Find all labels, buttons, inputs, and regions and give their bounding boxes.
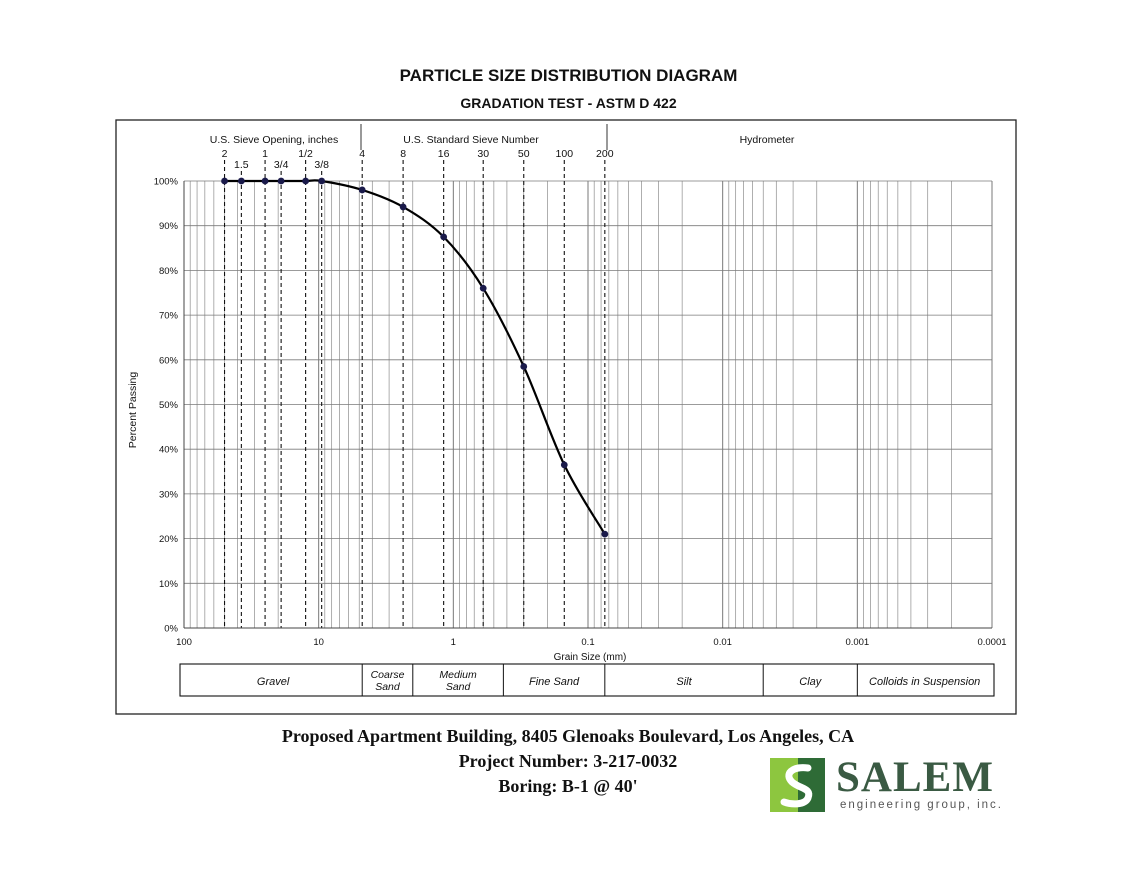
- x-tick-label: 0.01: [713, 637, 732, 648]
- logo-tagline: engineering group, inc.: [840, 799, 1003, 811]
- y-tick-label: 40%: [159, 445, 179, 456]
- data-point: [318, 177, 326, 185]
- sieve-opening-label: 1.5: [234, 159, 249, 171]
- data-point: [601, 530, 609, 538]
- x-tick-label: 10: [313, 637, 324, 648]
- data-point: [399, 203, 407, 211]
- sieve-opening-label: 3/4: [274, 159, 289, 171]
- soil-class-label: Gravel: [257, 676, 290, 688]
- data-point: [302, 177, 310, 185]
- chart-frame: [115, 119, 1017, 715]
- sieve-number-header: U.S. Standard Sieve Number: [403, 134, 539, 146]
- hydrometer-header: Hydrometer: [740, 134, 795, 146]
- sieve-markers: U.S. Sieve Opening, inches U.S. Standard …: [210, 124, 795, 628]
- x-tick-label: 0.0001: [977, 637, 1006, 648]
- y-tick-label: 70%: [159, 311, 179, 322]
- data-point: [520, 363, 528, 370]
- chart-subtitle: GRADATION TEST - ASTM D 422: [460, 95, 677, 111]
- sieve-opening-header: U.S. Sieve Opening, inches: [210, 134, 338, 146]
- data-point: [479, 284, 487, 292]
- soil-class-label: Silt: [676, 676, 692, 688]
- sieve-number-label: 30: [477, 148, 489, 160]
- x-tick-label: 0.1: [581, 637, 594, 648]
- data-series: [221, 177, 609, 538]
- boring-label: Boring: B-1 @ 40': [498, 776, 638, 796]
- sieve-number-label: 50: [518, 148, 530, 160]
- y-tick-label: 0%: [164, 624, 178, 635]
- y-axis-label: Percent Passing: [127, 372, 139, 449]
- data-point: [261, 177, 269, 185]
- data-point: [277, 177, 285, 185]
- y-tick-label: 30%: [159, 489, 179, 500]
- sieve-opening-label: 2: [222, 148, 228, 160]
- sieve-number-label: 8: [400, 148, 406, 160]
- sieve-number-label: 4: [359, 148, 365, 160]
- soil-class-label: Coarse Sand: [371, 669, 405, 693]
- classification-box: [179, 663, 995, 697]
- logo-wordmark: SALEM: [836, 754, 994, 801]
- data-point: [440, 233, 448, 241]
- soil-class-label: Fine Sand: [529, 676, 580, 688]
- data-point: [237, 177, 245, 185]
- soil-class-label: Medium Sand: [439, 669, 477, 693]
- data-point: [560, 461, 568, 469]
- company-logo: SALEM engineering group, inc.: [770, 754, 1020, 814]
- sieve-number-label: 200: [596, 148, 614, 160]
- sieve-opening-label: 1: [262, 148, 268, 160]
- data-point: [358, 186, 366, 194]
- soil-class-label: Clay: [799, 676, 823, 688]
- axes: 0% 10% 20% 30% 40% 50% 60% 70% 80% 90% 100% 100 10 1 0…: [154, 177, 1007, 649]
- y-tick-label: 10%: [159, 579, 179, 590]
- y-tick-label: 50%: [159, 400, 179, 411]
- sieve-number-label: 100: [556, 148, 574, 160]
- soil-class-label: Colloids in Suspension: [869, 676, 980, 688]
- soil-classification-bar: Gravel Coarse Sand Medium Sand Fine Sand Silt C…: [179, 663, 995, 697]
- chart-title: PARTICLE SIZE DISTRIBUTION DIAGRAM: [399, 66, 738, 85]
- sieve-opening-label: 1/2: [298, 148, 313, 160]
- y-tick-label: 20%: [159, 534, 179, 545]
- x-tick-label: 1: [451, 637, 456, 648]
- x-tick-label: 100: [176, 637, 192, 648]
- sieve-opening-label: 3/8: [314, 159, 329, 171]
- y-tick-label: 100%: [154, 177, 179, 188]
- y-tick-label: 80%: [159, 266, 179, 277]
- x-tick-label: 0.001: [845, 637, 869, 648]
- data-point: [221, 177, 228, 185]
- logo-s-icon: [770, 758, 825, 812]
- x-axis-label: Grain Size (mm): [554, 652, 627, 663]
- sieve-number-label: 16: [438, 148, 450, 160]
- project-description: Proposed Apartment Building, 8405 Glenoa…: [281, 726, 855, 746]
- project-number: Project Number: 3-217-0032: [458, 751, 678, 771]
- y-tick-label: 60%: [159, 355, 179, 366]
- y-tick-label: 90%: [159, 221, 179, 232]
